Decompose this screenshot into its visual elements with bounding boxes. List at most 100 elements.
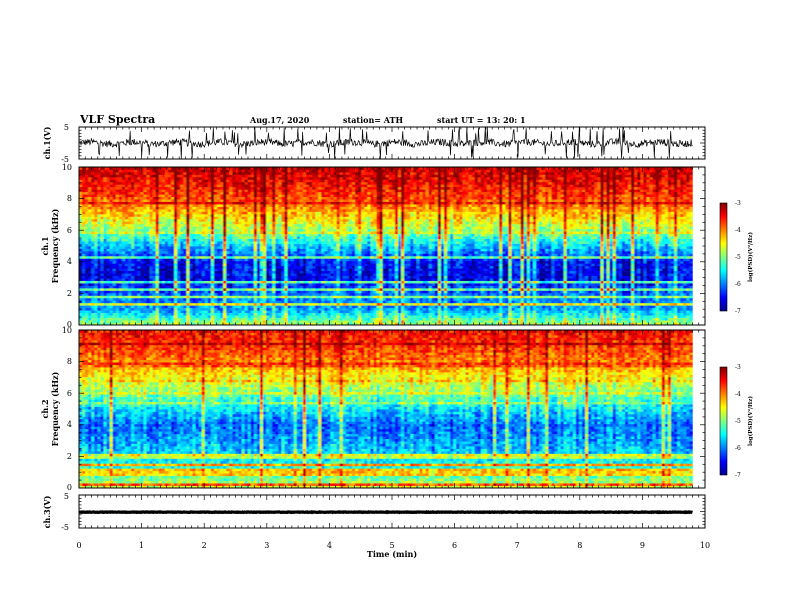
spectrogram-cell (226, 179, 229, 182)
spectrogram-cell (168, 253, 171, 256)
spectrogram-cell (285, 263, 288, 266)
spectrogram-cell (229, 179, 232, 182)
spectrogram-cell (232, 244, 235, 247)
spectrogram-cell (294, 209, 297, 212)
spectrogram-cell (174, 286, 177, 289)
spectrogram-cell (251, 179, 254, 182)
spectrogram-cell (235, 273, 238, 276)
spectrogram-cell (113, 172, 116, 175)
spectrogram-cell (196, 194, 199, 197)
spectrogram-cell (131, 308, 134, 311)
spectrogram-cell (232, 318, 235, 321)
spectrogram-cell (281, 293, 284, 296)
spectrogram-cell (97, 288, 100, 291)
spectrogram-cell (217, 258, 220, 261)
spectrogram-cell (229, 261, 232, 264)
spectrogram-cell (82, 253, 85, 256)
spectrogram-cell (266, 310, 269, 313)
spectrogram-cell (211, 199, 214, 202)
spectrogram-cell (278, 197, 281, 200)
spectrogram-cell (211, 261, 214, 264)
spectrogram-cell (275, 204, 278, 207)
spectrogram-cell (254, 271, 257, 274)
spectrogram-cell (113, 229, 116, 232)
spectrogram-cell (156, 187, 159, 190)
spectrogram-cell (131, 189, 134, 192)
spectrogram-cell (88, 234, 91, 237)
spectrogram-cell (297, 256, 300, 259)
spectrogram-cell (232, 221, 235, 224)
spectrogram-cell (119, 219, 122, 222)
spectrogram-cell (183, 303, 186, 306)
spectrogram-cell (242, 216, 245, 219)
spectrogram-cell (165, 199, 168, 202)
spectrogram-cell (174, 209, 177, 212)
spectrogram-cell (122, 169, 125, 172)
spectrogram-cell (288, 286, 291, 289)
spectrogram-cell (150, 248, 153, 251)
spectrogram-cell (131, 258, 134, 261)
spectrogram-cell (242, 219, 245, 222)
spectrogram-cell (275, 209, 278, 212)
spectrogram-cell (119, 231, 122, 234)
spectrogram-cell (242, 278, 245, 281)
spectrogram-cell (143, 246, 146, 249)
spectrogram-cell (159, 234, 162, 237)
spectrogram-cell (269, 313, 272, 316)
spectrogram-cell (226, 174, 229, 177)
spectrogram-cell (192, 305, 195, 308)
spectrogram-cell (223, 226, 226, 229)
spectrogram-cell (254, 184, 257, 187)
spectrogram-cell (300, 229, 303, 232)
spectrogram-cell (245, 276, 248, 279)
spectrogram-cell (245, 298, 248, 301)
spectrogram-cell (297, 221, 300, 224)
spectrogram-cell (248, 281, 251, 284)
spectrogram-cell (153, 229, 156, 232)
spectrogram-cell (137, 234, 140, 237)
spectrogram-cell (297, 278, 300, 281)
spectrogram-cell (269, 169, 272, 172)
spectrogram-cell (220, 229, 223, 232)
spectrogram-cell (269, 320, 272, 323)
spectrogram-cell (180, 239, 183, 242)
spectrogram-cell (82, 315, 85, 318)
spectrogram-cell (239, 221, 242, 224)
spectrogram-cell (104, 248, 107, 251)
spectrogram-cell (100, 241, 103, 244)
spectrogram-cell (288, 177, 291, 180)
spectrogram-cell (235, 293, 238, 296)
spectrogram-cell (245, 209, 248, 212)
spectrogram-cell (202, 219, 205, 222)
spectrogram-cell (134, 308, 137, 311)
spectrogram-cell (281, 221, 284, 224)
spectrogram-cell (217, 273, 220, 276)
spectrogram-cell (131, 256, 134, 259)
spectrogram-cell (116, 320, 119, 323)
spectrogram-cell (288, 313, 291, 316)
spectrogram-cell (291, 286, 294, 289)
spectrogram-cell (165, 187, 168, 190)
spectrogram-cell (143, 248, 146, 251)
spectrogram-cell (162, 169, 165, 172)
spectrogram-cell (263, 172, 266, 175)
spectrogram-cell (189, 184, 192, 187)
spectrogram-cell (192, 216, 195, 219)
spectrogram-cell (153, 214, 156, 217)
spectrogram-cell (192, 239, 195, 242)
spectrogram-cell (232, 253, 235, 256)
spectrogram-cell (116, 211, 119, 214)
spectrogram-cell (235, 305, 238, 308)
spectrogram-cell (226, 286, 229, 289)
spectrogram-cell (251, 305, 254, 308)
spectrogram-cell (205, 258, 208, 261)
spectrogram-cell (245, 241, 248, 244)
spectrogram-cell (285, 273, 288, 276)
spectrogram-cell (275, 258, 278, 261)
spectrogram-cell (294, 239, 297, 242)
spectrogram-cell (251, 174, 254, 177)
spectrogram-cell (186, 261, 189, 264)
spectrogram-cell (257, 226, 260, 229)
spectrogram-cell (205, 320, 208, 323)
spectrogram-cell (119, 295, 122, 298)
